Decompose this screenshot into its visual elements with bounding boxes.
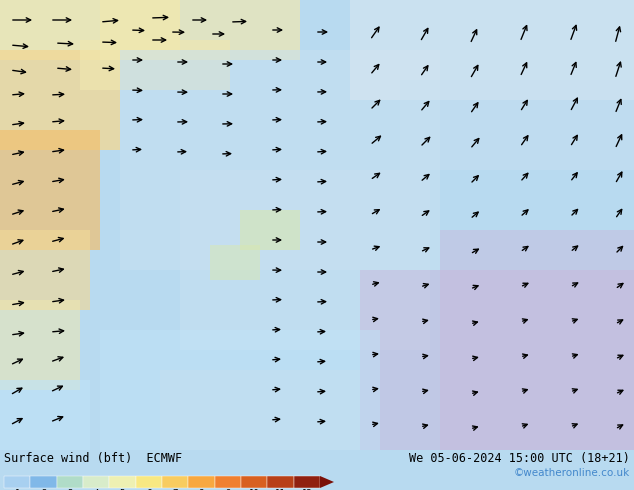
Bar: [100, 0, 300, 60]
Bar: [240, 210, 300, 250]
Bar: [136, 476, 162, 488]
Text: 7: 7: [172, 489, 178, 490]
Text: 3: 3: [67, 489, 72, 490]
Text: 2: 2: [41, 489, 46, 490]
Bar: [83, 476, 109, 488]
Bar: [294, 476, 320, 488]
Bar: [210, 245, 260, 280]
Text: 5: 5: [120, 489, 125, 490]
Bar: [120, 50, 440, 270]
Bar: [0, 380, 90, 450]
Bar: [109, 476, 136, 488]
Text: 6: 6: [146, 489, 152, 490]
Bar: [241, 476, 268, 488]
Text: 8: 8: [199, 489, 204, 490]
Bar: [440, 230, 634, 450]
Bar: [180, 170, 430, 350]
Text: 1: 1: [15, 489, 20, 490]
Polygon shape: [320, 476, 334, 488]
Bar: [0, 230, 90, 310]
Bar: [400, 80, 634, 170]
Bar: [0, 50, 120, 150]
Bar: [4, 476, 30, 488]
Bar: [30, 476, 56, 488]
Text: 12: 12: [301, 489, 312, 490]
Bar: [0, 300, 80, 390]
Text: ©weatheronline.co.uk: ©weatheronline.co.uk: [514, 468, 630, 478]
Bar: [0, 0, 180, 60]
Bar: [360, 270, 634, 450]
Bar: [188, 476, 215, 488]
Bar: [268, 476, 294, 488]
Text: 4: 4: [93, 489, 99, 490]
Bar: [350, 0, 634, 100]
Bar: [0, 130, 100, 250]
Bar: [162, 476, 188, 488]
Text: 11: 11: [275, 489, 286, 490]
Bar: [100, 330, 380, 450]
Text: 10: 10: [249, 489, 259, 490]
Bar: [56, 476, 83, 488]
Bar: [80, 40, 230, 90]
Text: Surface wind (bft)  ECMWF: Surface wind (bft) ECMWF: [4, 452, 182, 465]
Bar: [215, 476, 241, 488]
Text: 9: 9: [225, 489, 231, 490]
Text: We 05-06-2024 15:00 UTC (18+21): We 05-06-2024 15:00 UTC (18+21): [409, 452, 630, 465]
Bar: [160, 370, 360, 450]
